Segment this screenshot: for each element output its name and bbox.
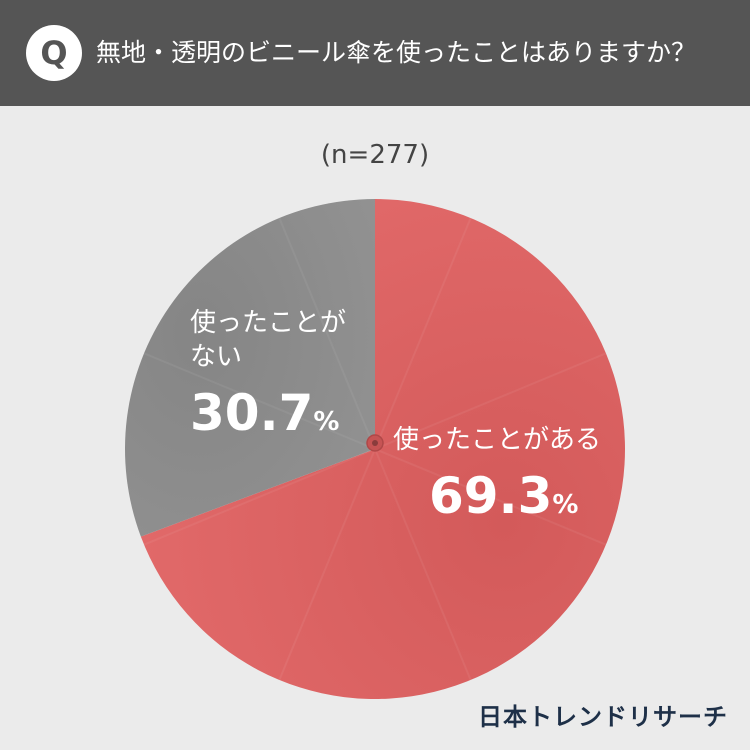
brand-logo: 日本トレンドリサーチ <box>478 703 728 731</box>
question-header: Q 無地・透明のビニール傘を使ったことはありますか？ <box>0 0 750 106</box>
never-used-line2: ない <box>190 342 243 372</box>
umbrella-rib <box>143 352 376 450</box>
slice-never-used <box>124 199 375 537</box>
umbrella-rib <box>374 217 472 450</box>
never-used-percent: 30.7 <box>190 384 314 442</box>
slice-used <box>140 199 626 699</box>
label-never-used: 使ったことが ない 30.7% <box>190 306 346 442</box>
never-used-line1: 使ったことが <box>190 308 347 338</box>
label-used: 使ったことがある 69.3% <box>393 423 601 525</box>
umbrella-hub-icon <box>366 434 384 452</box>
never-used-unit: % <box>313 407 340 437</box>
umbrella-rib <box>374 448 472 681</box>
used-line1: 使ったことがある <box>393 425 602 455</box>
q-badge: Q <box>26 25 82 81</box>
sample-size: (n=277) <box>320 140 430 170</box>
umbrella-rib <box>278 448 376 681</box>
q-letter: Q <box>40 34 68 72</box>
umbrella-rib <box>278 217 376 450</box>
used-unit: % <box>552 490 579 520</box>
umbrella-rib <box>374 352 607 450</box>
umbrella-rib <box>143 448 376 546</box>
used-percent: 69.3 <box>429 467 553 525</box>
umbrella-rib <box>374 448 607 546</box>
question-text: 無地・透明のビニール傘を使ったことはありますか？ <box>96 38 697 67</box>
